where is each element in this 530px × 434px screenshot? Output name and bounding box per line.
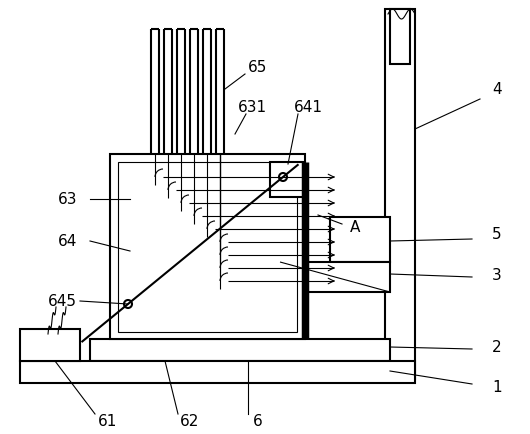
- Text: 4: 4: [492, 82, 502, 97]
- Text: 645: 645: [48, 294, 76, 309]
- Bar: [118, 163, 297, 332]
- Bar: [280, 263, 390, 293]
- Bar: [270, 163, 305, 197]
- Bar: [330, 217, 390, 263]
- Text: 6: 6: [253, 414, 263, 428]
- Text: 1: 1: [492, 380, 502, 395]
- Circle shape: [124, 300, 132, 308]
- Text: 62: 62: [180, 414, 200, 428]
- Bar: [20, 361, 415, 383]
- Bar: [20, 329, 80, 361]
- Text: A: A: [350, 220, 360, 235]
- Text: 61: 61: [98, 414, 118, 428]
- Text: 65: 65: [249, 60, 268, 76]
- Text: 3: 3: [492, 267, 502, 282]
- Text: 64: 64: [58, 234, 78, 249]
- Text: 631: 631: [237, 100, 267, 115]
- Bar: [390, 10, 410, 65]
- Text: 2: 2: [492, 340, 502, 355]
- Bar: [90, 339, 390, 361]
- Circle shape: [279, 174, 287, 181]
- Bar: [385, 10, 415, 379]
- Text: 641: 641: [294, 100, 322, 115]
- Text: 5: 5: [492, 227, 502, 242]
- Text: 63: 63: [58, 192, 78, 207]
- Bar: [110, 155, 305, 339]
